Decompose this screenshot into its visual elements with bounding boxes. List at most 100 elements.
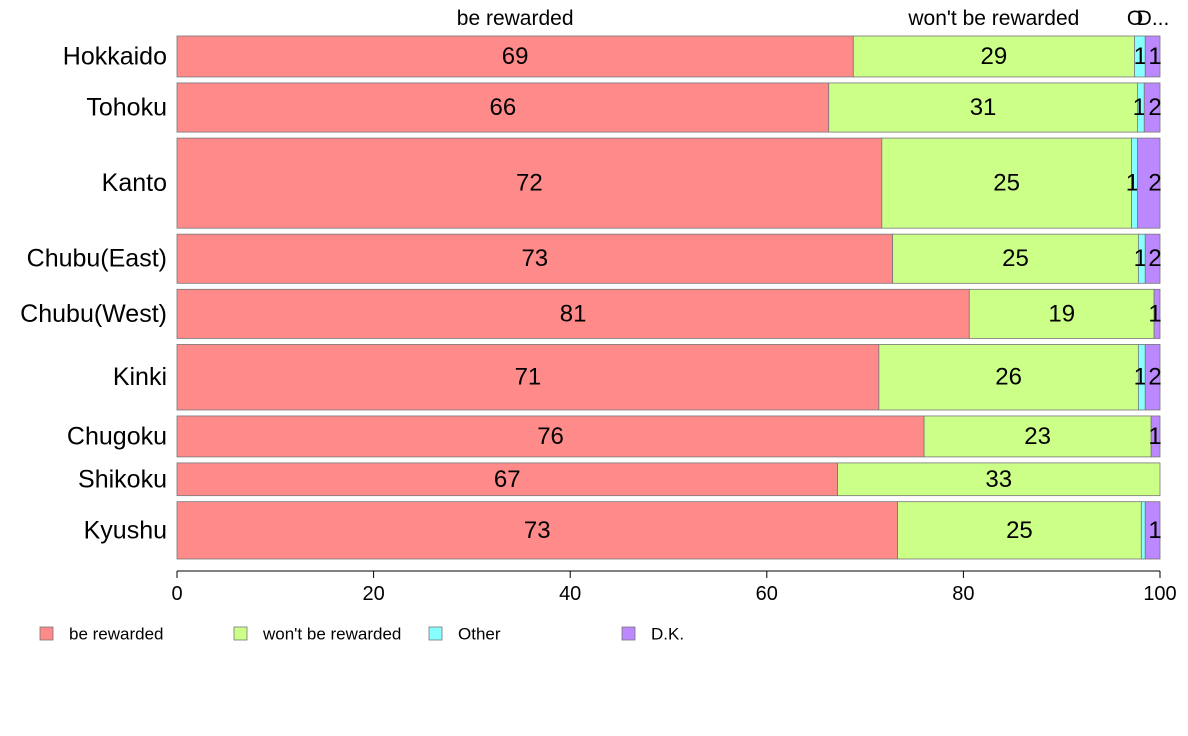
category-label: Chubu(East) xyxy=(27,245,167,273)
data-label: 23 xyxy=(1024,423,1051,450)
data-label: 1 xyxy=(1134,245,1147,272)
bar-segment-other xyxy=(1140,501,1146,560)
legend-item-d-k: D.K. xyxy=(621,625,684,644)
legend-swatch xyxy=(233,626,248,641)
data-label: 1 xyxy=(1148,300,1161,327)
data-label: 31 xyxy=(970,94,997,121)
bar-row-kyushu: Kyushu 73 25 1 xyxy=(84,501,1162,560)
bar-segment-be-rewarded xyxy=(176,501,898,560)
data-label: 76 xyxy=(537,423,564,450)
bar-segment-won-t-be-rewarded xyxy=(892,233,1139,284)
data-label: 81 xyxy=(560,300,587,327)
x-tick-label: 80 xyxy=(952,583,974,605)
column-headers: be rewarded won't be rewarded OD... xyxy=(457,7,1170,30)
x-axis: 0 20 40 60 80 100 xyxy=(171,570,1177,605)
bar-segment-be-rewarded xyxy=(176,344,880,411)
bar-segment-be-rewarded xyxy=(176,233,894,284)
bar-segment-be-rewarded xyxy=(176,35,854,78)
legend-label: Other xyxy=(458,625,501,644)
bar-row-hokkaido: Hokkaido 69 29 1 1 xyxy=(63,35,1162,78)
bar-row-tohoku: Tohoku 66 31 1 2 xyxy=(86,82,1162,133)
data-label: 1 xyxy=(1148,423,1161,450)
data-label: 73 xyxy=(521,245,548,272)
data-label: 71 xyxy=(515,364,542,391)
column-header: won't be rewarded xyxy=(907,7,1079,30)
category-label: Kyushu xyxy=(84,516,167,544)
legend-swatch xyxy=(39,626,54,641)
x-tick-label: 100 xyxy=(1143,583,1176,605)
data-label: 1 xyxy=(1148,517,1161,544)
category-label: Kanto xyxy=(102,169,167,197)
data-label: 73 xyxy=(524,517,551,544)
x-tick-label: 40 xyxy=(559,583,581,605)
bar-row-kanto: Kanto 72 25 1 2 xyxy=(102,137,1162,229)
category-label: Chugoku xyxy=(67,422,167,450)
legend-label: be rewarded xyxy=(69,625,164,644)
data-label: 25 xyxy=(1006,517,1033,544)
bar-segment-d-k xyxy=(1144,35,1161,78)
category-label: Hokkaido xyxy=(63,42,167,70)
legend-label: D.K. xyxy=(651,625,684,644)
data-label: 26 xyxy=(995,364,1022,391)
bar-row-chubu-west: Chubu(West) 81 19 1 xyxy=(20,288,1162,339)
data-label: 19 xyxy=(1048,300,1075,327)
column-header: be rewarded xyxy=(457,7,574,30)
data-label: 1 xyxy=(1126,170,1139,197)
data-label: 2 xyxy=(1148,170,1161,197)
data-label: 67 xyxy=(494,466,521,493)
bar-segment-d-k xyxy=(1150,415,1161,458)
legend-item-be-rewarded: be rewarded xyxy=(39,625,164,644)
category-label: Kinki xyxy=(113,363,167,391)
bar-segment-won-t-be-rewarded xyxy=(837,462,1161,497)
data-label: 1 xyxy=(1148,43,1161,70)
data-label: 69 xyxy=(502,43,529,70)
bar-segment-won-t-be-rewarded xyxy=(923,415,1152,458)
column-header: O xyxy=(1127,7,1143,30)
bar-segment-won-t-be-rewarded xyxy=(897,501,1142,560)
bar-row-kinki: Kinki 71 26 1 2 xyxy=(113,344,1162,411)
x-tick-label: 20 xyxy=(362,583,384,605)
bar-segment-be-rewarded xyxy=(176,137,883,229)
bar-segment-be-rewarded xyxy=(176,415,925,458)
x-tick-label: 0 xyxy=(171,583,182,605)
bar-row-chugoku: Chugoku 76 23 1 xyxy=(67,415,1162,458)
category-label: Tohoku xyxy=(86,94,167,122)
data-label: 72 xyxy=(516,170,543,197)
bar-row-shikoku: Shikoku 67 33 xyxy=(78,462,1161,497)
bar-row-chubu-east: Chubu(East) 73 25 1 2 xyxy=(27,233,1162,284)
x-tick-label: 60 xyxy=(756,583,778,605)
legend-label: won't be rewarded xyxy=(262,625,401,644)
category-label: Chubu(West) xyxy=(20,300,167,328)
bar-segment-be-rewarded xyxy=(176,288,970,339)
data-label: 66 xyxy=(490,94,517,121)
bar-segment-d-k xyxy=(1143,82,1161,133)
legend-swatch xyxy=(621,626,636,641)
bar-segment-d-k xyxy=(1136,137,1161,229)
bar-segment-won-t-be-rewarded xyxy=(878,344,1139,411)
category-label: Shikoku xyxy=(78,465,167,493)
data-label: 2 xyxy=(1148,94,1161,121)
data-label: 1 xyxy=(1134,43,1147,70)
bar-segment-be-rewarded xyxy=(176,462,838,497)
bar-segment-d-k xyxy=(1144,233,1161,284)
bar-segment-be-rewarded xyxy=(176,82,830,133)
legend: be rewarded won't be rewarded Other D.K. xyxy=(39,625,684,644)
data-label: 25 xyxy=(1002,245,1029,272)
bar-segment-d-k xyxy=(1153,288,1161,339)
data-label: 1 xyxy=(1134,364,1147,391)
data-label: 25 xyxy=(993,170,1020,197)
bar-segment-d-k xyxy=(1144,501,1161,560)
data-label: 1 xyxy=(1133,94,1146,121)
data-label: 2 xyxy=(1148,245,1161,272)
column-header: D... xyxy=(1137,7,1170,30)
data-label: 2 xyxy=(1148,364,1161,391)
bar-segment-won-t-be-rewarded xyxy=(852,35,1135,78)
data-label: 29 xyxy=(981,43,1008,70)
data-label: 33 xyxy=(985,466,1012,493)
bar-segment-won-t-be-rewarded xyxy=(968,288,1155,339)
legend-item-other: Other xyxy=(428,625,501,644)
bar-segment-d-k xyxy=(1144,344,1161,411)
legend-swatch xyxy=(428,626,443,641)
